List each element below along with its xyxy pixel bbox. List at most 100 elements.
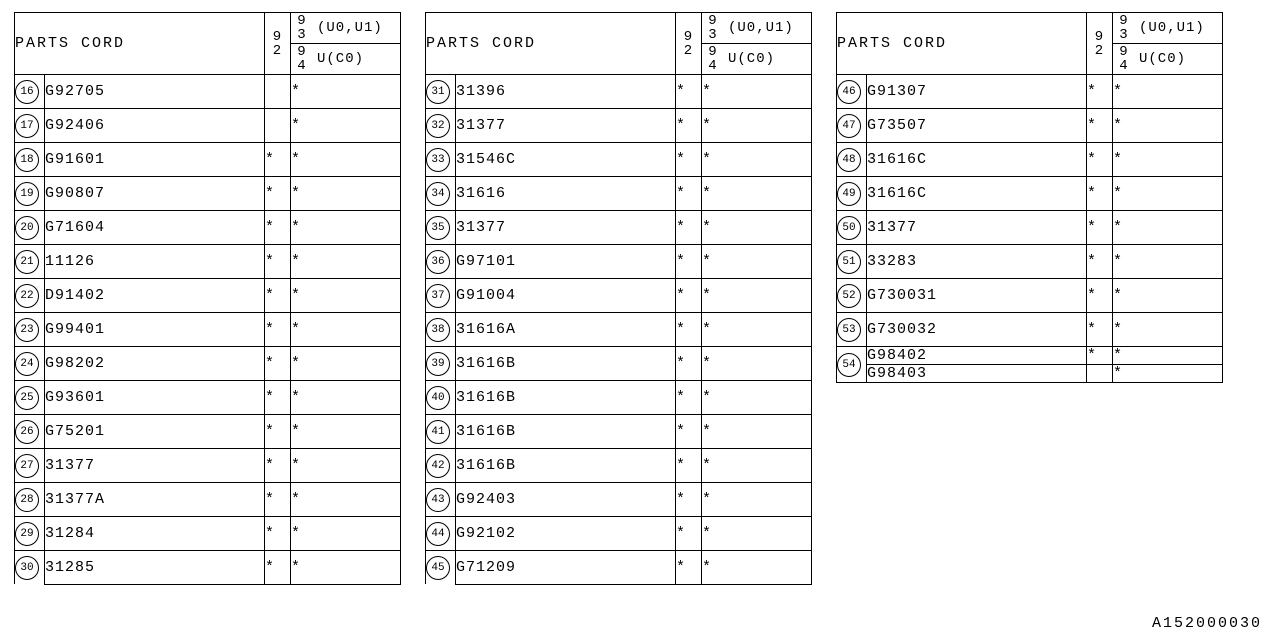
col-93-mark: * — [702, 143, 812, 177]
index-circle: 40 — [426, 386, 450, 410]
part-number: 31396 — [456, 75, 676, 109]
col-92-mark: * — [265, 245, 291, 279]
col-93-mark: * — [1113, 211, 1223, 245]
index-circle: 50 — [837, 216, 861, 240]
col-93-mark: * — [291, 109, 401, 143]
row-index: 21 — [15, 245, 45, 279]
header-parts-cord: PARTS CORD — [837, 13, 1087, 75]
col-93-mark: * — [702, 347, 812, 381]
header-col-93-94: 93(U0,U1)94U(C0) — [1113, 13, 1223, 75]
row-index: 32 — [426, 109, 456, 143]
row-index: 41 — [426, 415, 456, 449]
table-row: 2931284** — [15, 517, 401, 551]
table-row: 5031377** — [837, 211, 1223, 245]
table-row: 37G91004** — [426, 279, 812, 313]
table-row: 45G71209** — [426, 551, 812, 585]
col-93-mark: * — [702, 483, 812, 517]
row-index: 36 — [426, 245, 456, 279]
col-93-mark: * — [291, 245, 401, 279]
index-circle: 22 — [15, 284, 39, 308]
col-93-mark: * — [291, 551, 401, 585]
col-93-mark: * — [702, 245, 812, 279]
part-number: 31616B — [456, 449, 676, 483]
parts-table: PARTS CORD9293(U0,U1)94U(C0)46G91307**47… — [836, 12, 1223, 383]
col-92-mark: * — [676, 211, 702, 245]
row-index: 43 — [426, 483, 456, 517]
table-row: 22D91402** — [15, 279, 401, 313]
part-number: 31616B — [456, 347, 676, 381]
document-id: A152000030 — [1152, 615, 1262, 632]
col-92-mark: * — [676, 109, 702, 143]
part-number: G71604 — [45, 211, 265, 245]
col-93-mark: * — [702, 211, 812, 245]
row-index: 37 — [426, 279, 456, 313]
col-93-mark: * — [702, 75, 812, 109]
index-circle: 43 — [426, 488, 450, 512]
part-number: G93601 — [45, 381, 265, 415]
part-number: G92102 — [456, 517, 676, 551]
col-93-mark: * — [702, 449, 812, 483]
col-92-mark: * — [676, 347, 702, 381]
part-number: G91004 — [456, 279, 676, 313]
index-circle: 45 — [426, 556, 450, 580]
table-row: 3031285** — [15, 551, 401, 585]
index-circle: 39 — [426, 352, 450, 376]
col-92-mark: * — [1087, 211, 1113, 245]
table-row: 3331546C** — [426, 143, 812, 177]
col-92-mark: * — [1087, 245, 1113, 279]
table-row: 4131616B** — [426, 415, 812, 449]
parts-table: PARTS CORD9293(U0,U1)94U(C0)16G92705*17G… — [14, 12, 401, 585]
header-col-92: 92 — [676, 13, 702, 75]
part-number: G71209 — [456, 551, 676, 585]
table-row: 25G93601** — [15, 381, 401, 415]
header-parts-cord: PARTS CORD — [15, 13, 265, 75]
index-circle: 37 — [426, 284, 450, 308]
part-number: 31616C — [867, 177, 1087, 211]
col-92-mark — [265, 109, 291, 143]
col-92-mark: * — [1087, 279, 1113, 313]
index-circle: 54 — [837, 353, 861, 377]
col-92-mark: * — [676, 245, 702, 279]
parts-tables-page: PARTS CORD9293(U0,U1)94U(C0)16G92705*17G… — [14, 12, 1266, 585]
col-92-mark: * — [676, 143, 702, 177]
row-index: 51 — [837, 245, 867, 279]
table-row: 2831377A** — [15, 483, 401, 517]
row-index: 29 — [15, 517, 45, 551]
part-number: 31284 — [45, 517, 265, 551]
part-number: G91601 — [45, 143, 265, 177]
col-93-mark: * — [702, 551, 812, 585]
col-93-mark: * — [1113, 279, 1223, 313]
index-circle: 47 — [837, 114, 861, 138]
index-circle: 18 — [15, 148, 39, 172]
row-index: 40 — [426, 381, 456, 415]
row-index: 19 — [15, 177, 45, 211]
index-circle: 19 — [15, 182, 39, 206]
table-row: 5133283** — [837, 245, 1223, 279]
index-circle: 21 — [15, 250, 39, 274]
index-circle: 31 — [426, 80, 450, 104]
part-number: G99401 — [45, 313, 265, 347]
index-circle: 51 — [837, 250, 861, 274]
row-index: 34 — [426, 177, 456, 211]
index-circle: 26 — [15, 420, 39, 444]
row-index: 45 — [426, 551, 456, 585]
part-number: 31616B — [456, 415, 676, 449]
col-92-mark: * — [676, 483, 702, 517]
part-number: G75201 — [45, 415, 265, 449]
table-row: 4231616B** — [426, 449, 812, 483]
col-93-mark: * — [1113, 365, 1223, 383]
row-index: 49 — [837, 177, 867, 211]
col-93-mark: * — [291, 177, 401, 211]
table-row: 2731377** — [15, 449, 401, 483]
part-number: G92705 — [45, 75, 265, 109]
row-index: 44 — [426, 517, 456, 551]
index-circle: 35 — [426, 216, 450, 240]
table-row: 4931616C** — [837, 177, 1223, 211]
col-92-mark: * — [676, 313, 702, 347]
row-index: 38 — [426, 313, 456, 347]
table-row: 54G98402** — [837, 347, 1223, 365]
row-index: 24 — [15, 347, 45, 381]
table-row: 52G730031** — [837, 279, 1223, 313]
row-index: 27 — [15, 449, 45, 483]
row-index: 53 — [837, 313, 867, 347]
